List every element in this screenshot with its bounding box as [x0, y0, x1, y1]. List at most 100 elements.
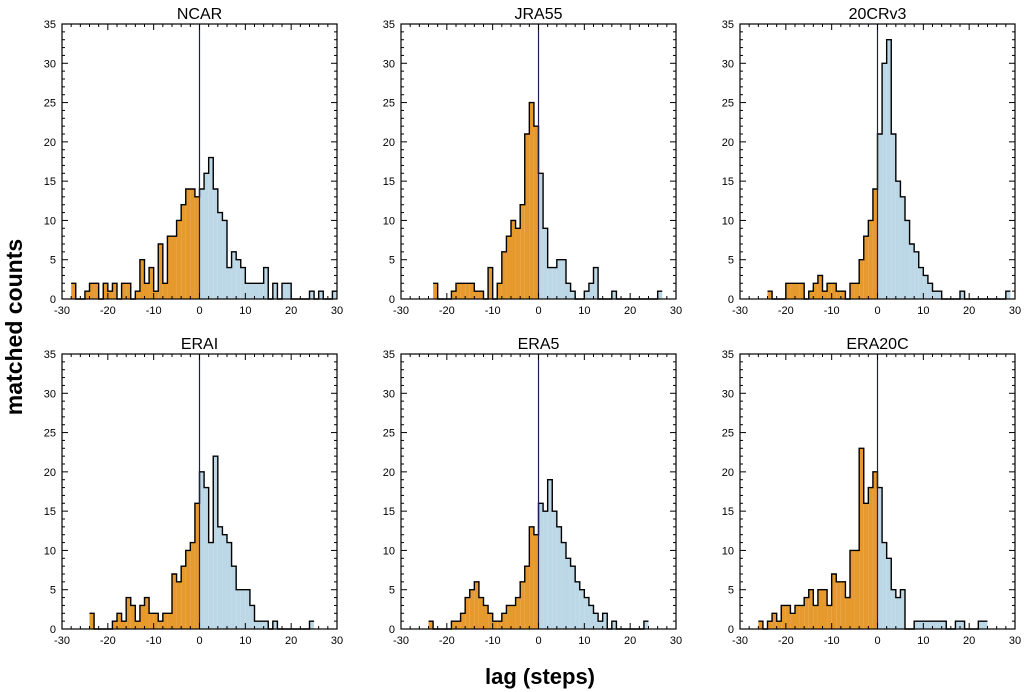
x-tick-label: -20	[100, 635, 116, 647]
y-tick-label: 15	[722, 176, 734, 188]
x-tick-label: -30	[54, 305, 70, 317]
histogram-bar	[593, 267, 599, 299]
histogram-bar	[799, 605, 805, 629]
histogram-bar	[556, 526, 562, 629]
x-tick-label: -10	[485, 305, 501, 317]
histogram-bar	[772, 613, 777, 629]
histogram-bar	[882, 63, 887, 300]
histogram-bar	[850, 550, 855, 629]
histogram-bar	[511, 605, 516, 629]
histogram-bar	[167, 236, 172, 299]
x-tick-label: 30	[331, 305, 343, 317]
panel-ncar: NCAR -30 -20 -10 0 10 20 30 0 5 10 15 20 25 30 35	[44, 6, 343, 317]
histogram-bar	[790, 613, 795, 629]
y-tick-label: 0	[50, 624, 56, 636]
histogram-bar	[144, 283, 150, 299]
histogram-bar	[854, 550, 860, 629]
y-tick-label: 35	[722, 349, 734, 361]
histogram-bar	[817, 589, 823, 629]
y-tick-label: 10	[383, 545, 395, 557]
x-tick-label: 30	[670, 635, 682, 647]
histogram-bar	[515, 228, 521, 299]
histogram-bar	[89, 283, 95, 299]
y-tick-label: 0	[389, 294, 395, 306]
histogram-bar	[259, 283, 264, 299]
histogram-bar	[982, 621, 988, 629]
y-tick-label: 15	[722, 506, 734, 518]
histogram-bar	[891, 134, 896, 299]
histogram-bar	[236, 589, 241, 629]
histogram-bar	[139, 605, 145, 629]
histogram-bar	[112, 621, 117, 629]
histogram-bar	[117, 613, 122, 629]
y-tick-label: 30	[44, 388, 56, 400]
y-tick-label: 25	[383, 428, 395, 440]
histogram-bar	[767, 621, 773, 629]
histogram-bar	[813, 283, 818, 299]
histogram-bar	[259, 621, 264, 629]
histogram-bar	[497, 283, 502, 299]
histogram-bar	[882, 542, 887, 629]
x-tick-label: 30	[1009, 305, 1021, 317]
histogram-bar	[501, 251, 507, 299]
x-tick-label: -10	[146, 635, 162, 647]
histogram-bar	[158, 621, 163, 629]
y-tick-label: 30	[44, 58, 56, 70]
histogram-bar	[831, 574, 837, 629]
panel-jra55: JRA55 -30 -20 -10 0 10 20 30 0 5 10 15 20 25 30 35	[383, 6, 682, 317]
histogram-bar	[181, 204, 186, 299]
x-tick-label: -20	[778, 305, 794, 317]
histogram-bar	[579, 589, 585, 629]
histogram-bar	[236, 259, 241, 299]
histogram-bar	[199, 471, 205, 629]
y-tick-label: 20	[722, 467, 734, 479]
x-tick-label: 20	[963, 635, 975, 647]
y-tick-label: 30	[722, 58, 734, 70]
histogram-bar	[227, 267, 232, 299]
x-tick-label: 30	[331, 635, 343, 647]
y-tick-label: 5	[50, 255, 56, 267]
histogram-bar	[566, 283, 571, 299]
histogram-bar	[126, 597, 131, 629]
histogram-bar	[158, 244, 163, 299]
x-tick-label: 20	[285, 635, 297, 647]
panel-title: NCAR	[177, 6, 222, 23]
histogram-bar	[863, 236, 869, 299]
y-tick-label: 0	[728, 294, 734, 306]
histogram-bar	[112, 283, 117, 299]
histogram-bar	[538, 503, 544, 629]
histogram-bar	[588, 283, 594, 299]
histogram-bar	[877, 487, 883, 629]
histogram-bar	[149, 267, 154, 299]
y-tick-label: 30	[383, 388, 395, 400]
x-tick-label: 0	[196, 635, 202, 647]
histogram-bar	[529, 102, 534, 299]
histogram-bar	[433, 283, 438, 299]
y-tick-label: 20	[383, 137, 395, 149]
histogram-bar	[914, 621, 919, 629]
histogram-bar	[813, 605, 818, 629]
x-tick-label: 10	[917, 635, 929, 647]
histogram-bar	[469, 283, 475, 299]
panel-20crv3: 20CRv3 -30 -20 -10 0 10 20 30 0 5 10 15 20 25 30 35	[722, 6, 1021, 317]
histogram-bar	[254, 621, 260, 629]
histogram-bar	[130, 605, 136, 629]
y-tick-label: 5	[728, 585, 734, 597]
histogram-bar	[932, 291, 938, 299]
y-tick-label: 5	[50, 585, 56, 597]
histogram-bar	[524, 566, 530, 629]
histogram-bar	[172, 574, 177, 629]
y-tick-label: 10	[722, 215, 734, 227]
histogram-bar	[515, 597, 521, 629]
histogram-bar	[561, 259, 566, 299]
x-tick-label: -20	[778, 635, 794, 647]
histogram-bar	[194, 503, 200, 629]
histogram-bar	[941, 621, 947, 629]
histogram-bar	[451, 621, 456, 629]
histogram-bar	[249, 605, 255, 629]
histogram-bar	[474, 291, 479, 299]
histogram-bar	[199, 189, 205, 299]
y-tick-label: 30	[383, 58, 395, 70]
histogram-bar	[428, 621, 434, 629]
histogram-bar	[227, 542, 232, 629]
